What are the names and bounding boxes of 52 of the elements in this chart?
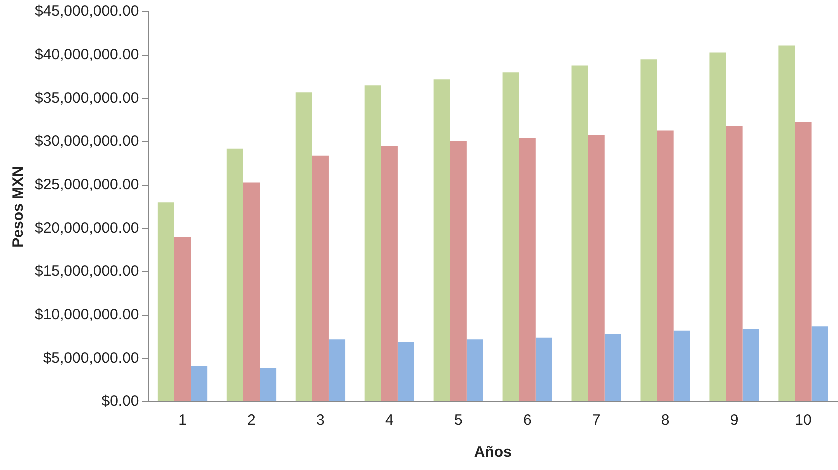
x-tick-label: 1: [178, 412, 187, 430]
bar: [434, 80, 450, 402]
bar: [260, 368, 277, 402]
bar: [191, 366, 208, 402]
y-tick-label: $20,000,000.00: [34, 220, 140, 237]
bar: [795, 122, 812, 402]
x-tick-label: 9: [730, 412, 739, 430]
bar: [572, 66, 588, 402]
x-tick-label: 4: [386, 412, 394, 430]
bar: [726, 126, 743, 402]
bar: [778, 46, 796, 402]
y-tick-label: $10,000,000.00: [34, 306, 140, 324]
y-tick-label: $30,000,000.00: [34, 133, 140, 150]
x-tick-label: 7: [592, 412, 601, 430]
bar: [158, 202, 174, 402]
bar: [364, 86, 382, 402]
y-axis-title: Pesos MXN: [10, 166, 28, 248]
bar: [226, 148, 244, 402]
bar: [450, 141, 467, 402]
x-tick-label: 5: [454, 412, 463, 430]
bar: [657, 130, 674, 402]
bar: [398, 342, 415, 402]
y-tick-label: $25,000,000.00: [34, 176, 140, 194]
x-tick-label: 6: [523, 412, 532, 430]
bar: [536, 338, 552, 402]
bar: [296, 92, 312, 402]
bar: [604, 334, 622, 402]
bar: [174, 237, 192, 402]
y-tick-label: $15,000,000.00: [34, 263, 140, 280]
bar: [519, 138, 536, 402]
bar: [588, 135, 605, 402]
bar: [710, 52, 726, 402]
x-tick-label: 8: [661, 412, 670, 430]
y-tick-label: $40,000,000.00: [34, 46, 140, 64]
y-tick-label: $45,000,000.00: [34, 3, 140, 20]
x-tick-label: 3: [316, 412, 325, 430]
y-tick-label: $5,000,000.00: [43, 350, 140, 367]
bar: [502, 72, 520, 402]
x-axis-title: Años: [474, 444, 512, 462]
bar: [742, 329, 760, 402]
bar: [674, 330, 690, 402]
y-tick-label: $0.00: [102, 393, 140, 410]
bar: [312, 156, 329, 402]
bar: [381, 146, 398, 402]
bar: [243, 182, 260, 402]
bar: [640, 60, 658, 402]
x-tick-label: 10: [795, 412, 812, 430]
bar: [328, 340, 346, 402]
y-tick-label: $35,000,000.00: [34, 90, 140, 107]
x-tick-label: 2: [248, 412, 256, 430]
bar: [812, 326, 828, 402]
bar: [466, 340, 484, 402]
